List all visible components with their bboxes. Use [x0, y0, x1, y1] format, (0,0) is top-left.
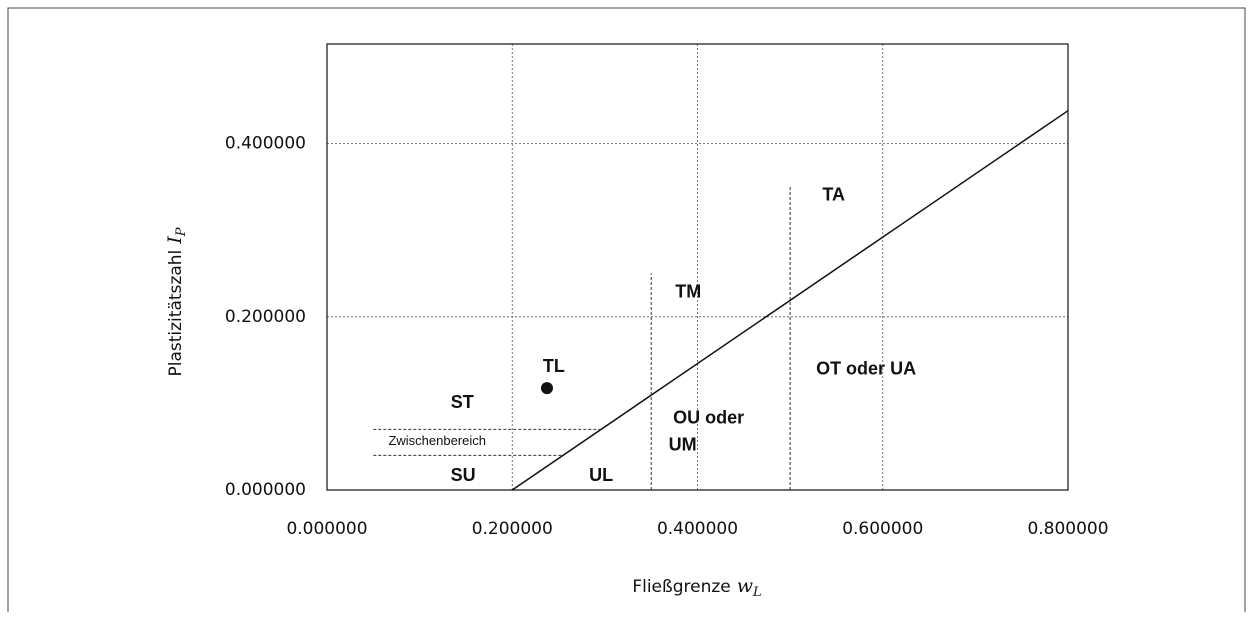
axis-label-symbol: I [164, 236, 186, 245]
x-tick-label: 0.600000 [842, 519, 923, 539]
a-line [511, 110, 1069, 491]
region-label: UM [669, 435, 697, 455]
axis-label-text: Fließgrenze [632, 577, 730, 597]
region-label: TL [543, 356, 565, 376]
region-label: TM [675, 281, 701, 301]
y-tick-label: 0.400000 [225, 134, 306, 154]
x-tick-label: 0.200000 [472, 519, 553, 539]
axis-label: Fließgrenze wL [632, 575, 761, 600]
axis-label-subscript: L [752, 585, 762, 600]
y-tick-label: 0.200000 [225, 307, 306, 327]
x-tick-label: 0.800000 [1027, 519, 1108, 539]
frame [7, 7, 1246, 612]
x-tick-label: 0.000000 [286, 519, 367, 539]
region-label: SU [451, 465, 476, 485]
region-label: OU oder [673, 408, 744, 428]
region-label: ST [451, 392, 474, 412]
region-label: Zwischenbereich [388, 433, 486, 448]
y-tick-label: 0.000000 [225, 480, 306, 500]
region-label: TA [822, 184, 845, 204]
region-label: OT oder UA [816, 358, 916, 378]
point [540, 382, 553, 395]
region-label: UL [589, 465, 613, 485]
axis-label-text: Plastizitätszahl [166, 250, 186, 377]
axis-label: Plastizitätszahl IP [164, 227, 189, 376]
axis-label-symbol: w [737, 575, 753, 597]
x-tick-label: 0.400000 [657, 519, 738, 539]
axis-label-subscript: P [174, 227, 189, 237]
plot-area [326, 43, 1069, 491]
